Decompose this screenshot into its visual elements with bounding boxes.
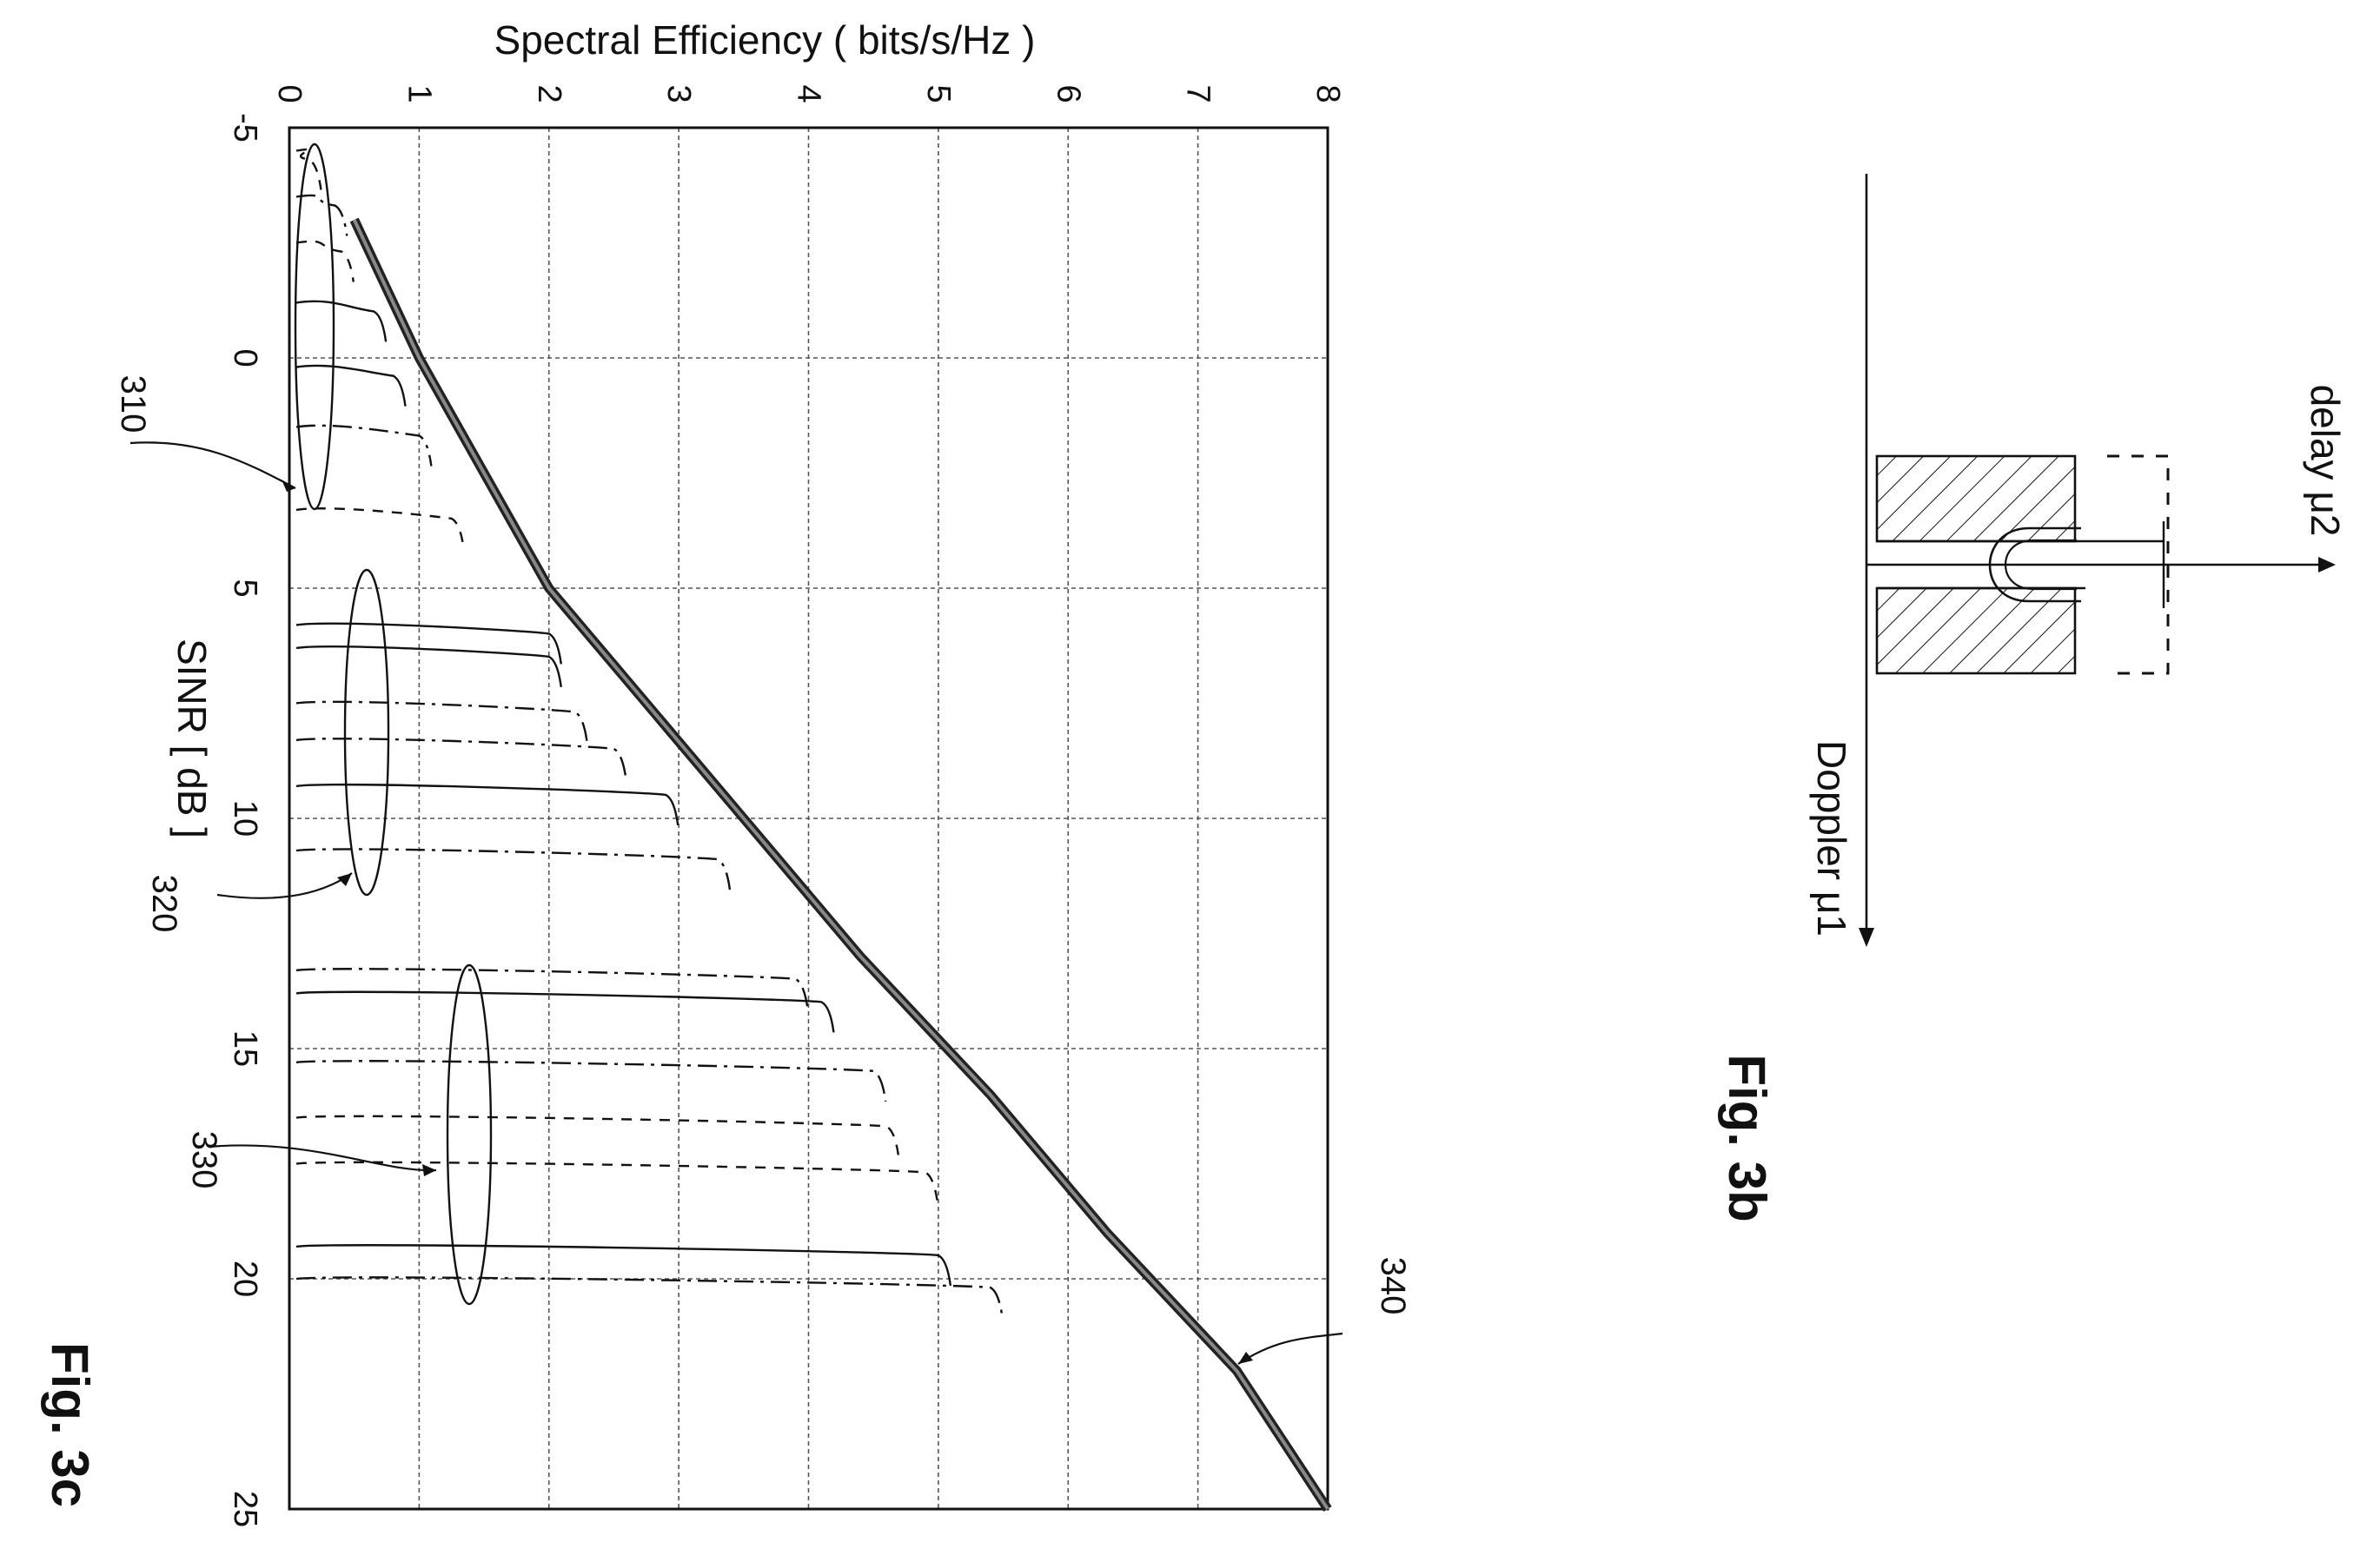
mcs-curve-310 [295,507,465,550]
hatched-region-lower [1875,586,2077,675]
group-ellipse-310 [294,142,335,511]
ref-320: 320 [145,875,183,933]
fig-3c-plot: 0 1 2 3 4 5 6 7 8 -5 0 5 10 15 20 25 [227,84,1346,1527]
mcs-curve-320 [295,645,562,688]
sinr-tick-label: 5 [227,579,263,597]
capacity-curve-340 [349,217,1332,1513]
spectral-efficiency-tick-labels: 0 1 2 3 4 5 6 7 8 [271,84,1346,103]
se-tick-label: 0 [271,84,308,103]
se-tick-label: 7 [1180,84,1217,103]
mcs-curve-320 [295,700,588,743]
dashed-bracket [2107,454,2170,675]
arrowhead-320 [337,873,352,886]
se-tick-label: 2 [531,84,567,103]
doppler-axis-arrow [1859,928,1874,947]
mcs-curve-320 [295,848,732,890]
se-tick-label: 5 [920,84,957,103]
sinr-tick-labels: -5 0 5 10 15 20 25 [227,113,263,1527]
main-lobe [1988,526,2081,603]
group-ellipse-330 [446,963,493,1306]
se-tick-label: 8 [1309,84,1346,103]
arrowhead-330 [422,1164,436,1176]
fig-3b-label: Fig. 3b [1718,1054,1776,1221]
mcs-curve-330 [295,968,809,1010]
group-ellipse-320 [343,568,390,897]
sinr-tick-label: 15 [227,1030,263,1067]
ref-310: 310 [114,375,152,434]
delay-axis-arrow [2318,557,2336,573]
mcs-curve-320 [295,784,680,826]
mcs-curve-310 [295,240,355,282]
capacity-curve-340-core [352,219,1329,1511]
plot-curves [295,148,1332,1513]
delay-axis-label: delay μ2 [2303,385,2348,537]
arrowhead-340 [1238,1352,1253,1364]
fig-3b-diagram [1859,174,2336,947]
doppler-axis-label: Doppler μ1 [1809,740,1854,937]
leader-320 [216,872,353,899]
mcs-curve-330 [295,1276,1004,1319]
main-lobe-inner [2004,539,2077,591]
leader-330 [208,1144,437,1172]
sinr-tick-label: -5 [227,113,263,142]
leader-310 [129,441,296,489]
sinr-tick-label: 20 [227,1261,263,1297]
sinr-tick-label: 10 [227,800,263,837]
mcs-curve-330 [295,990,835,1033]
mcs-curve-310 [295,148,322,190]
mcs-curve-330 [295,1161,939,1203]
mcs-curve-310 [295,424,433,467]
mcs-curve-310 [295,194,348,236]
mcs-curve-330 [295,1115,900,1157]
se-tick-label: 1 [401,84,437,103]
plot-frame [288,126,1329,1511]
arrowhead-310 [282,480,295,492]
sinr-tick-label: 0 [227,348,263,367]
se-tick-label: 3 [660,84,697,103]
ref-330: 330 [185,1131,223,1189]
ref-340: 340 [1374,1257,1412,1315]
mcs-curve-310 [295,364,407,407]
mcs-curve-330 [295,1060,887,1102]
mcs-curve-310 [295,300,388,342]
leader-340 [1237,1332,1343,1365]
plot-grid [289,128,1328,1509]
se-tick-label: 6 [1050,84,1086,103]
y-axis-title: Spectral Efficiency ( bits/s/Hz ) [494,17,1036,63]
fig-3c-label: Fig. 3c [41,1342,99,1507]
mcs-curve-320 [295,622,562,665]
sinr-tick-label: 25 [227,1491,263,1527]
x-axis-title: SINR [ dB ] [169,639,215,838]
se-tick-label: 4 [791,84,827,103]
mcs-curve-330 [295,1244,952,1287]
